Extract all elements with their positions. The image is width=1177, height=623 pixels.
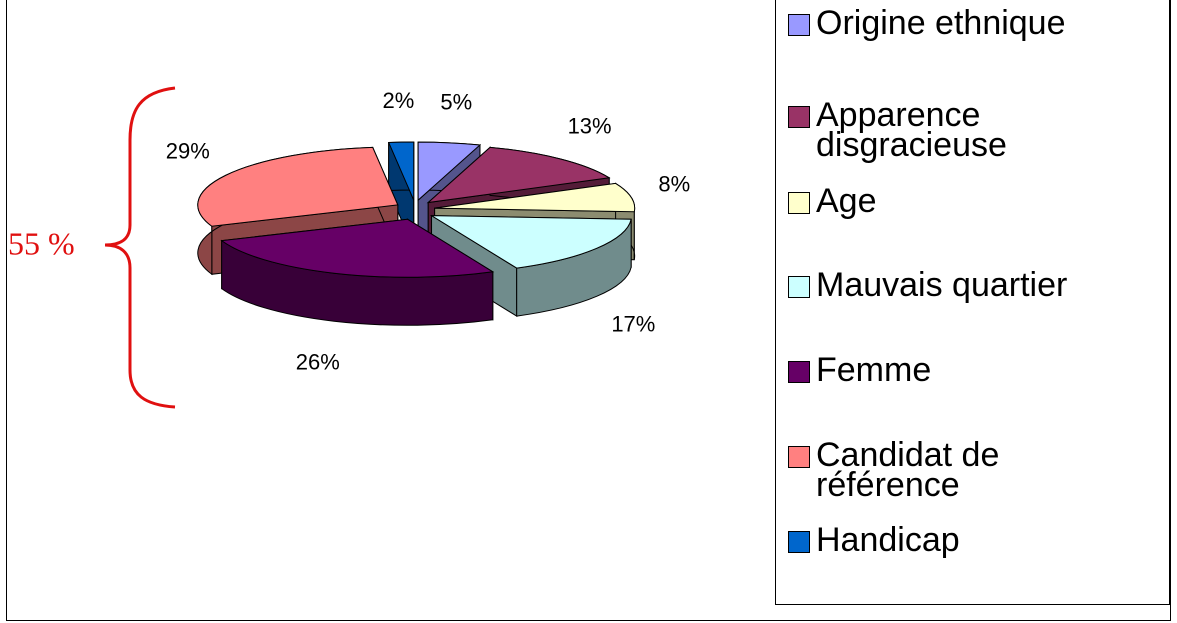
legend-swatch [788,106,810,128]
legend-entry: Handicap [788,521,1158,559]
legend-swatch [788,14,810,36]
pie-slice [434,182,636,213]
data-label: 26% [296,349,340,374]
legend-entry: Origine ethnique [788,4,1158,42]
data-label: 17% [611,312,655,337]
pie-slice [387,141,415,201]
data-label: 13% [568,114,612,139]
legend-label: Handicap [816,521,960,559]
legend-label: Apparence disgracieuse [816,96,1007,164]
data-label: 2% [383,88,415,113]
legend-swatch [788,276,810,298]
pie-slice [426,146,611,204]
pie-slice [429,215,632,269]
pie-slice [197,146,399,227]
legend-label: Mauvais quartier [816,266,1068,304]
pie-sides [197,141,636,326]
annotation: 55 % [8,225,75,261]
data-label: 29% [166,138,210,163]
legend-label: Origine ethnique [816,4,1066,42]
data-label: 5% [440,89,472,114]
legend-swatch [788,446,810,468]
brace [104,86,176,409]
legend-entry: Age [788,182,1158,220]
legend-swatch [788,192,810,214]
chart-frame [6,0,1171,621]
pie-slice [220,218,495,278]
legend-entry: Mauvais quartier [788,266,1158,304]
legend-swatch [788,531,810,553]
legend-entry: Candidat de référence [788,436,1158,504]
legend-entry: Apparence disgracieuse [788,96,1158,164]
legend-label: Candidat de référence [816,436,1000,504]
legend: Origine ethnique Apparence disgracieuse Ag… [775,0,1170,605]
pie-slice [417,141,482,202]
data-label: 8% [658,172,690,197]
chart: 55 % 5% 13% 8% 17% 26% 29% 2% [8,86,690,409]
legend-swatch [788,361,810,383]
legend-entry: Femme [788,351,1158,389]
legend-label: Femme [816,351,932,389]
legend-label: Age [816,182,877,220]
